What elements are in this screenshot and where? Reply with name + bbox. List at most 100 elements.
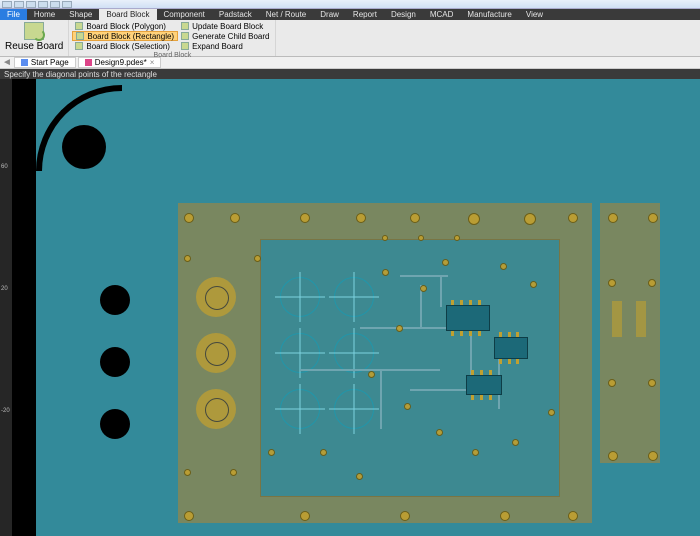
via (608, 279, 616, 287)
large-pad (196, 333, 236, 373)
board-block-polygon--button[interactable]: Board Block (Polygon) (72, 21, 178, 31)
reuse-board-label: Reuse Board (5, 41, 63, 52)
board-block-icon (181, 42, 189, 50)
qat-cut-button[interactable] (38, 1, 48, 8)
ic-pin (516, 332, 519, 337)
qat-copy-button[interactable] (50, 1, 60, 8)
ribbon-tab-home[interactable]: Home (27, 9, 62, 20)
via (184, 213, 194, 223)
ribbon-tab-design[interactable]: Design (384, 9, 423, 20)
ruler-left: 60 20 -20 (0, 79, 12, 536)
board-block-icon (181, 22, 189, 30)
reuse-board-button[interactable]: Reuse Board (3, 21, 65, 53)
ribbon-tab-report[interactable]: Report (346, 9, 384, 20)
button-label: Board Block (Rectangle) (87, 32, 174, 41)
quick-access-toolbar (2, 1, 72, 8)
pcb-canvas[interactable]: 60 20 -20 (0, 79, 700, 536)
ic-pin (508, 359, 511, 364)
tab-design[interactable]: Design9.pdes* × (78, 57, 162, 68)
ribbon-tab-file[interactable]: File (0, 9, 27, 20)
ic-pin (516, 359, 519, 364)
via (400, 511, 410, 521)
via (420, 285, 427, 292)
via (648, 379, 656, 387)
ribbon-tab-component[interactable]: Component (157, 9, 212, 20)
trace (410, 389, 470, 391)
ic-component (494, 337, 528, 359)
ribbon-tab-draw[interactable]: Draw (313, 9, 346, 20)
ic-pin (478, 300, 481, 305)
ic-pin (508, 332, 511, 337)
ic-pin (469, 300, 472, 305)
board-block-selection--button[interactable]: Board Block (Selection) (72, 41, 178, 51)
via (184, 255, 191, 262)
board-block-icon (75, 22, 83, 30)
ribbon-tab-mcad[interactable]: MCAD (423, 9, 461, 20)
via (524, 213, 536, 225)
ruler-mark: -20 (1, 408, 10, 414)
start-page-icon (21, 59, 28, 66)
via (382, 269, 389, 276)
via (320, 449, 327, 456)
command-prompt: Specify the diagonal points of the recta… (0, 69, 700, 79)
via (300, 213, 310, 223)
expand-board-button[interactable]: Expand Board (178, 41, 272, 51)
via (356, 473, 363, 480)
nav-back-icon[interactable]: ◄ (2, 57, 12, 68)
ic-component (446, 305, 490, 331)
via (254, 255, 261, 262)
via (530, 281, 537, 288)
ic-pin (499, 332, 502, 337)
ribbon-tab-view[interactable]: View (519, 9, 550, 20)
ic-pin (460, 331, 463, 336)
board-block-icon (76, 32, 84, 40)
qat-save-button[interactable] (2, 1, 12, 8)
ribbon-tab-manufacture[interactable]: Manufacture (460, 9, 518, 20)
large-pad (196, 277, 236, 317)
ic-pin (451, 331, 454, 336)
via (648, 213, 658, 223)
ribbon-tab-board-block[interactable]: Board Block (99, 9, 156, 20)
via (410, 213, 420, 223)
ic-pin (499, 359, 502, 364)
via (608, 451, 618, 461)
via (184, 511, 194, 521)
ribbon-tab-shape[interactable]: Shape (62, 9, 99, 20)
prompt-text: Specify the diagonal points of the recta… (4, 70, 157, 79)
ruler-mark: 20 (1, 286, 8, 292)
tab-close-icon[interactable]: × (150, 58, 155, 67)
drill-target (280, 389, 320, 429)
ribbon-tab-net-route[interactable]: Net / Route (259, 9, 313, 20)
via (230, 469, 237, 476)
via (512, 439, 519, 446)
via (368, 371, 375, 378)
qat-redo-button[interactable] (26, 1, 36, 8)
reuse-board-icon (24, 22, 44, 40)
button-label: Generate Child Board (192, 32, 269, 41)
design-file-icon (85, 59, 92, 66)
ic-pin (451, 300, 454, 305)
large-pad (196, 389, 236, 429)
ruler-mark: 60 (1, 164, 8, 170)
document-tab-bar: ◄ Start Page Design9.pdes* × (0, 57, 700, 69)
button-label: Board Block (Polygon) (86, 22, 166, 31)
ic-pin (489, 370, 492, 375)
generate-child-board-button[interactable]: Generate Child Board (178, 31, 272, 41)
qat-paste-button[interactable] (62, 1, 72, 8)
tab-start-page[interactable]: Start Page (14, 57, 76, 68)
tab-design-label: Design9.pdes* (95, 58, 147, 67)
via (608, 213, 618, 223)
board-block-icon (75, 42, 83, 50)
button-label: Board Block (Selection) (86, 42, 170, 51)
board-block-rectangle--button[interactable]: Board Block (Rectangle) (72, 31, 178, 41)
ribbon-tab-strip: FileHomeShapeBoard BlockComponentPadstac… (0, 9, 700, 20)
update-board-block-button[interactable]: Update Board Block (178, 21, 272, 31)
tab-start-page-label: Start Page (31, 58, 69, 67)
title-bar (0, 0, 700, 9)
trace (360, 327, 450, 329)
mounting-hole (100, 409, 130, 439)
ribbon-tab-padstack[interactable]: Padstack (212, 9, 259, 20)
via (608, 379, 616, 387)
qat-undo-button[interactable] (14, 1, 24, 8)
via (268, 449, 275, 456)
